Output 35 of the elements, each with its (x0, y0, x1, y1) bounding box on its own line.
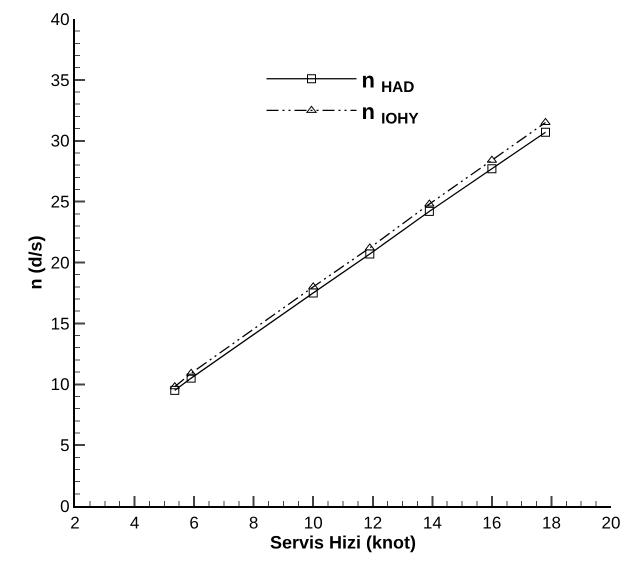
y-tick-label: 10 (50, 375, 70, 394)
x-tick-label: 10 (304, 513, 323, 532)
x-tick-label: 14 (422, 513, 442, 532)
point (308, 288, 318, 298)
legend-label: n $_{IOHY}$ (362, 98, 420, 128)
point (487, 164, 496, 174)
x-tick-label: 4 (130, 513, 140, 532)
x-tick-label: 12 (363, 513, 382, 532)
point (170, 382, 180, 390)
point (308, 282, 318, 290)
y-tick-label: 35 (50, 70, 70, 90)
y-tick-label: 0 (60, 496, 70, 516)
x-tick-label: 8 (248, 513, 258, 532)
y-tick-label: 20 (50, 253, 70, 272)
x-tick-label: 6 (189, 513, 199, 532)
point (424, 206, 434, 216)
x-tick-label: 20 (602, 513, 620, 532)
x-tick-label: 2 (70, 513, 80, 532)
legend-label: n $_{HAD}$ (362, 67, 414, 96)
y-tick-label: 15 (50, 314, 70, 334)
y-tick-label: 5 (60, 436, 70, 456)
point (170, 386, 180, 395)
point (540, 128, 550, 137)
point (364, 243, 375, 250)
x-tick-label: 18 (542, 513, 561, 532)
y-tick-label: 30 (50, 132, 70, 151)
x-axis-title: Servis Hizi (knot) (270, 532, 416, 552)
point (424, 200, 434, 207)
y-tick-label: 40 (50, 10, 70, 29)
x-tick-label: 16 (482, 513, 502, 532)
y-tick-label: 25 (50, 192, 70, 212)
point (186, 368, 196, 376)
point (186, 374, 196, 383)
y-axis-title: n (d/s) (25, 236, 46, 290)
point (365, 249, 374, 258)
